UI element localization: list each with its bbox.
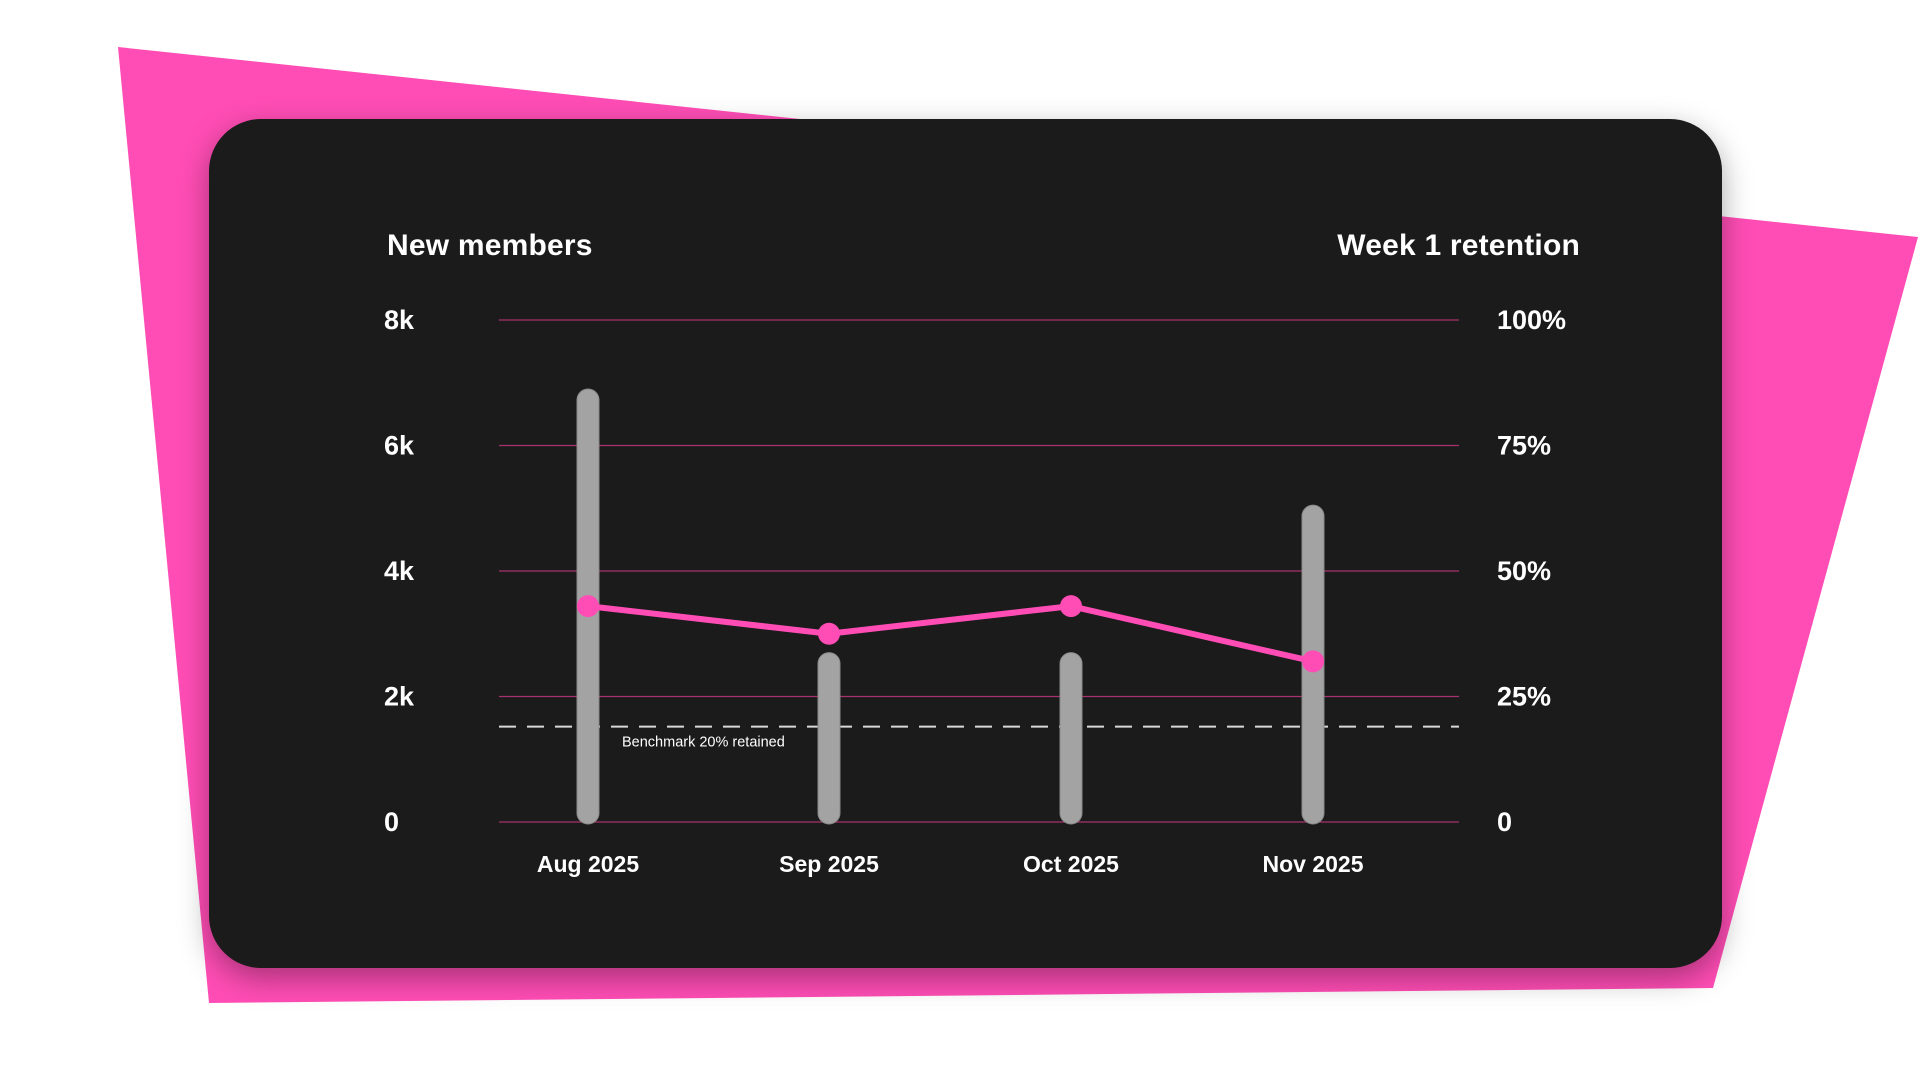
benchmark: Benchmark 20% retained [499,725,1459,751]
chart-card: New members Week 1 retention Benchmark 2… [209,119,1722,968]
right-tick-label: 25% [1497,682,1551,712]
category-label: Oct 2025 [1023,851,1119,877]
left-tick-label: 6k [384,431,415,461]
left-tick-label: 2k [384,682,415,712]
retention-point [818,622,840,645]
retention-point [577,595,599,618]
axis-ticks: 0 0 2k 25% 4k 50% 6k 75% 8k 100% Aug 2025 Sep 2025 O… [384,305,1566,877]
left-tick-label: 8k [384,305,415,335]
bars [576,388,1325,825]
category-label: Aug 2025 [537,851,639,877]
bar [1059,652,1083,825]
gridlines [499,319,1459,823]
bar [817,652,841,825]
retention-point [1302,650,1324,673]
right-tick-label: 100% [1497,305,1566,335]
right-tick-label: 0 [1497,807,1512,837]
category-label: Sep 2025 [779,851,879,877]
retention-line [577,595,1324,673]
left-axis-title: New members [387,229,593,262]
benchmark-label: Benchmark 20% retained [622,735,785,751]
right-tick-label: 75% [1497,431,1551,461]
category-label: Nov 2025 [1262,851,1363,877]
left-tick-label: 0 [384,807,399,837]
right-axis-title: Week 1 retention [1337,229,1580,262]
left-tick-label: 4k [384,556,415,586]
retention-line-path [585,603,1316,665]
retention-point [1060,595,1082,618]
right-tick-label: 50% [1497,556,1551,586]
chart-plot: Benchmark 20% retained 0 0 2k 25% 4k 50% 6k 75%… [384,305,1566,877]
